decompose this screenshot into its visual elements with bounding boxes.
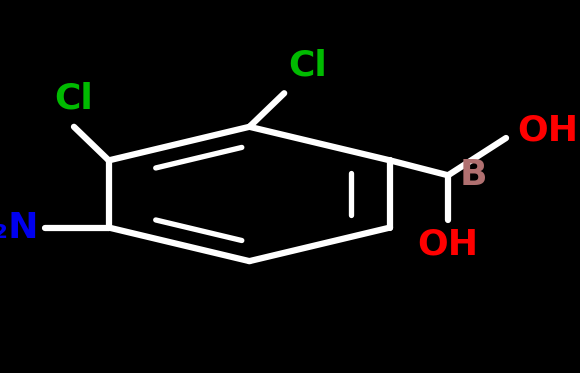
- Text: B: B: [459, 158, 487, 192]
- Text: OH: OH: [517, 113, 579, 148]
- Text: Cl: Cl: [288, 48, 327, 82]
- Text: H₂N: H₂N: [0, 210, 39, 245]
- Text: Cl: Cl: [55, 82, 93, 116]
- Text: OH: OH: [418, 228, 478, 261]
